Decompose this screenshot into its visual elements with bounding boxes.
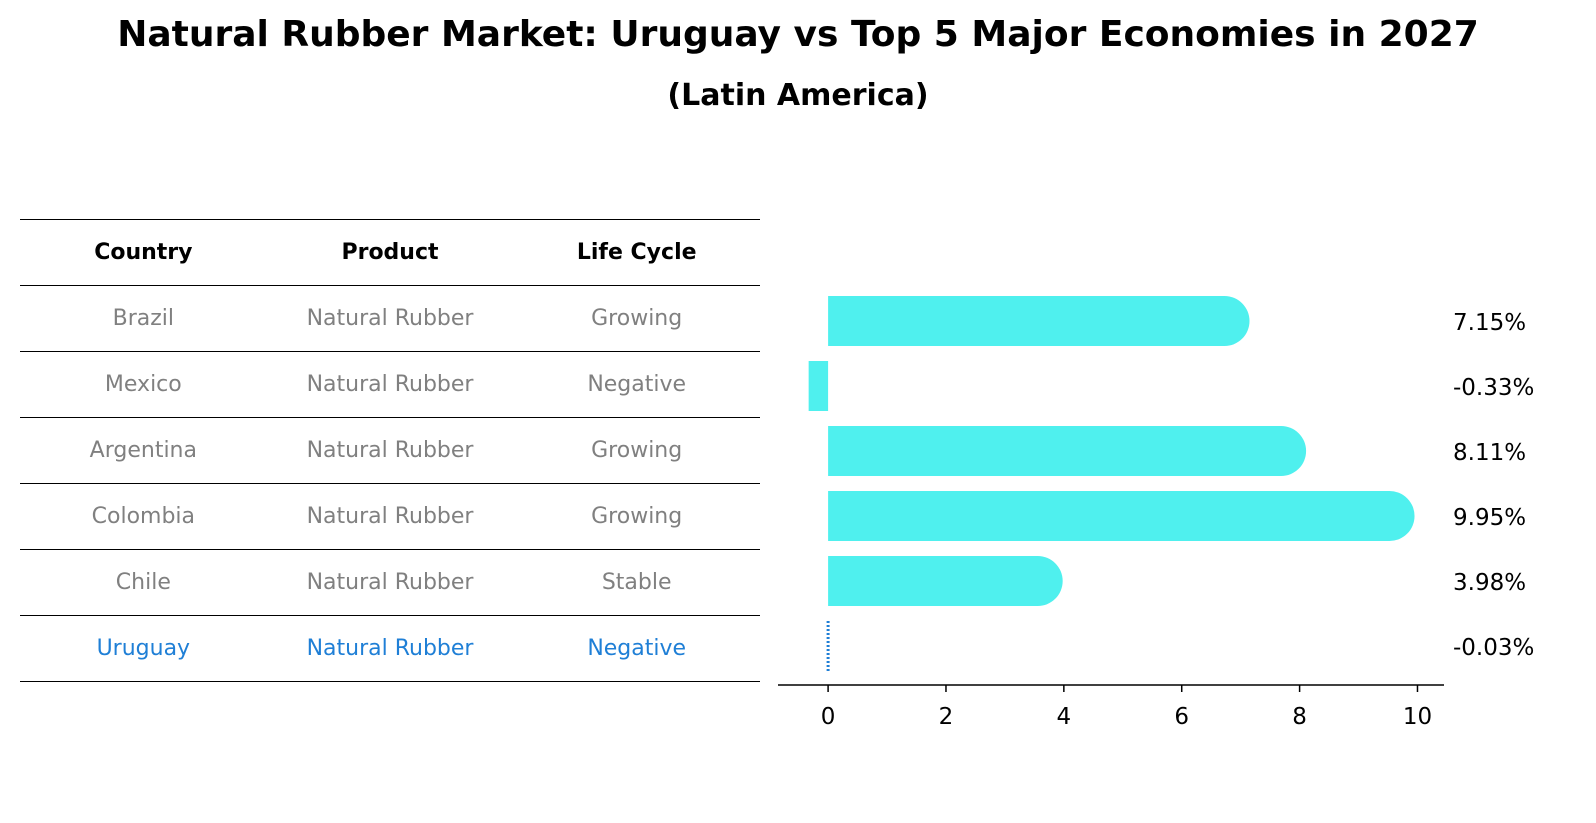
header-country: Country <box>94 240 193 265</box>
x-tick-label: 0 <box>821 704 836 730</box>
bar-argentina <box>828 426 1307 476</box>
header-life-cycle: Life Cycle <box>576 240 697 265</box>
bar-chile <box>828 556 1063 606</box>
value-label-argentina: 8.11% <box>1453 440 1526 466</box>
life-cycle-cell: Growing <box>591 504 683 529</box>
data-table: Country Product Life Cycle Brazil Natura… <box>20 219 760 682</box>
x-tick-label: 4 <box>1057 704 1072 730</box>
life-cycle-cell: Negative <box>587 636 687 661</box>
country-cell: Mexico <box>104 372 182 397</box>
life-cycle-cell: Stable <box>601 570 672 595</box>
table-row: Argentina Natural Rubber Growing <box>20 417 760 483</box>
x-tick-label: 6 <box>1174 704 1189 730</box>
chart-title: Natural Rubber Market: Uruguay vs Top 5 … <box>117 14 1479 55</box>
country-cell: Uruguay <box>96 636 191 661</box>
value-label-brazil: 7.15% <box>1453 310 1526 336</box>
country-cell: Brazil <box>112 306 175 331</box>
value-label-chile: 3.98% <box>1453 570 1526 596</box>
chart-subtitle: (Latin America) <box>667 78 929 113</box>
bar-brazil <box>828 296 1250 346</box>
country-cell: Chile <box>115 570 171 595</box>
life-cycle-cell: Growing <box>591 306 683 331</box>
product-cell: Natural Rubber <box>306 570 474 595</box>
product-cell: Natural Rubber <box>306 438 474 463</box>
life-cycle-cell: Negative <box>587 372 687 397</box>
table-header-row: Country Product Life Cycle <box>20 219 760 285</box>
table-row-highlight: Uruguay Natural Rubber Negative <box>20 615 760 682</box>
x-tick-label: 2 <box>939 704 954 730</box>
product-cell: Natural Rubber <box>306 306 474 331</box>
product-cell: Natural Rubber <box>306 372 474 397</box>
bar-mexico <box>808 361 829 411</box>
product-cell: Natural Rubber <box>306 504 474 529</box>
value-label-colombia: 9.95% <box>1453 505 1526 531</box>
table-row: Brazil Natural Rubber Growing <box>20 285 760 351</box>
country-cell: Colombia <box>91 504 196 529</box>
table-row: Mexico Natural Rubber Negative <box>20 351 760 417</box>
value-label-mexico: -0.33% <box>1453 375 1534 401</box>
country-cell: Argentina <box>89 438 197 463</box>
bar-colombia <box>828 491 1415 541</box>
table-row: Colombia Natural Rubber Growing <box>20 483 760 549</box>
x-tick-label: 10 <box>1403 704 1432 730</box>
table-row: Chile Natural Rubber Stable <box>20 549 760 615</box>
header-product: Product <box>341 240 439 265</box>
life-cycle-cell: Growing <box>591 438 683 463</box>
value-label-uruguay: -0.03% <box>1453 635 1534 661</box>
product-cell: Natural Rubber <box>306 636 474 661</box>
x-tick-label: 8 <box>1292 704 1307 730</box>
